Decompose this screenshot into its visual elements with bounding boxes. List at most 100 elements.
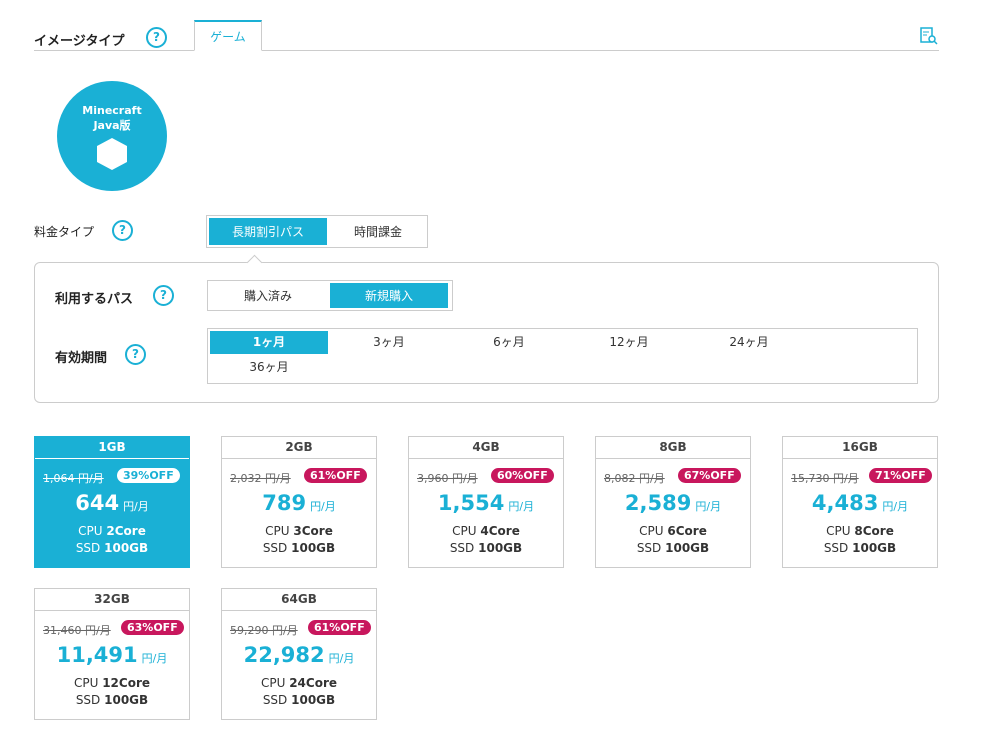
plan-card[interactable]: 2GB 2,032 円/月 61%OFF 789 円/月 CPU 3Core SSD 100… [221, 436, 377, 568]
price: 789 円/月 [222, 491, 376, 515]
cpu-spec: CPU 3Core [222, 524, 376, 538]
plan-card[interactable]: 32GB 31,460 円/月 63%OFF 11,491 円/月 CPU 12Core S… [34, 588, 190, 720]
cpu-label: CPU [452, 524, 477, 538]
price-value: 22,982 [243, 643, 325, 667]
plan-memory: 64GB [222, 589, 376, 611]
original-price: 15,730 円/月 [791, 472, 859, 485]
period-option[interactable]: 12ヶ月 [609, 335, 649, 349]
ssd-spec: SSD 100GB [222, 541, 376, 555]
plan-memory: 32GB [35, 589, 189, 611]
cpu-value: 3Core [293, 524, 333, 538]
cpu-spec: CPU 4Core [409, 524, 563, 538]
price-value: 789 [262, 491, 307, 515]
discount-badge: 39%OFF [117, 468, 180, 483]
plan-memory: 1GB [35, 437, 189, 459]
original-price: 3,960 円/月 [417, 472, 478, 485]
ssd-label: SSD [449, 541, 475, 555]
minecraft-image[interactable]: Minecraft Java版 [57, 81, 167, 191]
plan-memory: 8GB [596, 437, 750, 459]
help-icon[interactable]: ? [125, 344, 146, 365]
search-doc-icon[interactable] [920, 27, 938, 45]
plan-card[interactable]: 16GB 15,730 円/月 71%OFF 4,483 円/月 CPU 8Core SSD… [782, 436, 938, 568]
price-value: 2,589 [624, 491, 692, 515]
plan-card[interactable]: 8GB 8,082 円/月 67%OFF 2,589 円/月 CPU 6Core SSD 1… [595, 436, 751, 568]
plan-card[interactable]: 4GB 3,960 円/月 60%OFF 1,554 円/月 CPU 4Core SSD 1… [408, 436, 564, 568]
cpu-spec: CPU 12Core [35, 676, 189, 690]
price-unit: 円/月 [141, 652, 168, 665]
pass-toggle: 購入済み 新規購入 [207, 280, 453, 311]
ssd-value: 100GB [291, 541, 336, 555]
game-tab[interactable]: ゲーム [194, 20, 262, 51]
price: 644 円/月 [35, 491, 189, 515]
help-icon[interactable]: ? [112, 220, 133, 241]
original-price: 8,082 円/月 [604, 472, 665, 485]
price-unit: 円/月 [695, 500, 722, 513]
ssd-value: 100GB [291, 693, 336, 707]
price-value: 11,491 [56, 643, 138, 667]
price-unit: 円/月 [328, 652, 355, 665]
ssd-label: SSD [823, 541, 849, 555]
discount-badge: 60%OFF [491, 468, 554, 483]
help-icon[interactable]: ? [146, 27, 167, 48]
plan-memory: 16GB [783, 437, 937, 459]
cpu-value: 12Core [102, 676, 151, 690]
price-unit: 円/月 [508, 500, 535, 513]
discount-badge: 63%OFF [121, 620, 184, 635]
cpu-label: CPU [639, 524, 664, 538]
ssd-spec: SSD 100GB [409, 541, 563, 555]
ssd-value: 100GB [478, 541, 523, 555]
period-option[interactable]: 6ヶ月 [493, 335, 525, 349]
cpu-spec: CPU 8Core [783, 524, 937, 538]
price: 2,589 円/月 [596, 491, 750, 515]
ssd-spec: SSD 100GB [35, 693, 189, 707]
cpu-value: 24Core [289, 676, 338, 690]
help-icon[interactable]: ? [153, 285, 174, 306]
original-price: 59,290 円/月 [230, 624, 298, 637]
price: 4,483 円/月 [783, 491, 937, 515]
period-option[interactable]: 36ヶ月 [249, 360, 289, 374]
price-type-label: 料金タイプ [34, 225, 95, 239]
price-unit: 円/月 [310, 500, 336, 513]
discount-badge: 61%OFF [304, 468, 367, 483]
period-selector: 1ヶ月 3ヶ月 6ヶ月 12ヶ月 24ヶ月 36ヶ月 [207, 328, 918, 384]
plan-card[interactable]: 1GB 1,064 円/月 39%OFF 644 円/月 CPU 2Core SSD 100… [34, 436, 190, 568]
period-option[interactable]: 3ヶ月 [373, 335, 405, 349]
option-button[interactable]: 購入済み [243, 289, 292, 303]
price-unit: 円/月 [882, 500, 909, 513]
ssd-value: 100GB [665, 541, 710, 555]
option-button[interactable]: 新規購入 [330, 283, 448, 308]
period-option[interactable]: 24ヶ月 [729, 335, 769, 349]
ssd-label: SSD [262, 693, 288, 707]
plan-card[interactable]: 64GB 59,290 円/月 61%OFF 22,982 円/月 CPU 24Core S… [221, 588, 377, 720]
pass-label: 利用するパス [55, 292, 134, 307]
cpu-label: CPU [265, 524, 290, 538]
image-line: Java版 [93, 119, 131, 132]
cpu-value: 8Core [854, 524, 894, 538]
ssd-label: SSD [262, 541, 288, 555]
discount-badge: 67%OFF [678, 468, 741, 483]
original-price: 1,064 円/月 [43, 472, 104, 485]
cpu-value: 2Core [106, 524, 146, 538]
options-panel [34, 262, 939, 403]
ssd-label: SSD [75, 541, 101, 555]
price-value: 1,554 [437, 491, 505, 515]
option-button[interactable]: 長期割引パス [209, 218, 327, 245]
ssd-spec: SSD 100GB [783, 541, 937, 555]
cpu-spec: CPU 2Core [35, 524, 189, 538]
original-price: 2,032 円/月 [230, 472, 291, 485]
cpu-value: 6Core [667, 524, 707, 538]
option-button[interactable]: 時間課金 [353, 225, 402, 239]
period-option[interactable]: 1ヶ月 [210, 331, 328, 354]
cpu-value: 4Core [480, 524, 520, 538]
header-line [34, 50, 939, 51]
ssd-spec: SSD 100GB [35, 541, 189, 555]
plan-memory: 4GB [409, 437, 563, 459]
ssd-value: 100GB [852, 541, 897, 555]
discount-badge: 61%OFF [308, 620, 371, 635]
discount-badge: 71%OFF [869, 468, 932, 483]
cpu-spec: CPU 24Core [222, 676, 376, 690]
ssd-value: 100GB [104, 693, 149, 707]
cpu-label: CPU [73, 676, 99, 690]
cpu-spec: CPU 6Core [596, 524, 750, 538]
